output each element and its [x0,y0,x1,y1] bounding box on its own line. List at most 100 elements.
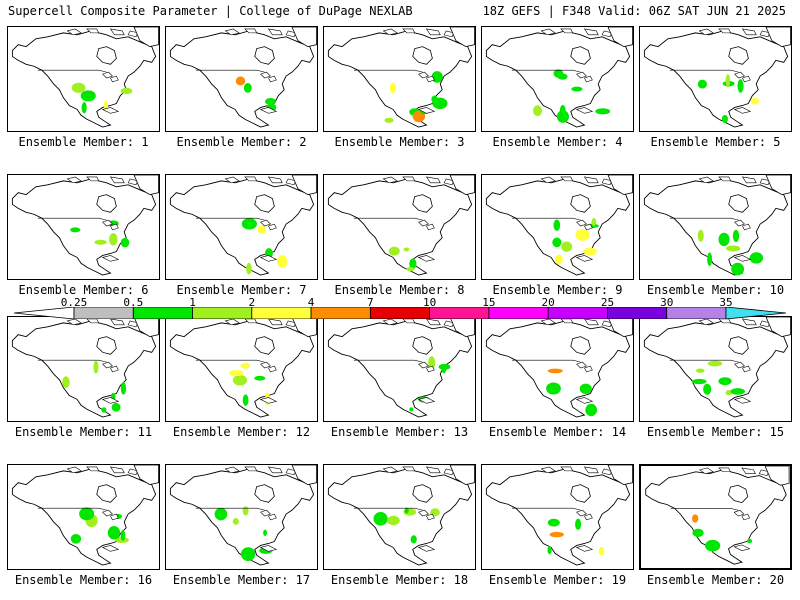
ensemble-member-map[interactable] [7,464,160,570]
model-valid-time: 18Z GEFS | F348 Valid: 06Z SAT JUN 21 20… [482,4,786,18]
ensemble-member-map[interactable] [7,316,160,422]
greenland [133,27,159,48]
ensemble-member-map[interactable] [639,174,792,280]
ensemble-member-map[interactable] [323,316,476,422]
scp-contour-area [718,377,732,386]
coastline [643,30,789,128]
coastline [485,468,631,566]
cuba [575,255,594,262]
scp-contour-area [70,534,82,544]
great-lakes [102,219,119,231]
us-canada-border [669,69,739,73]
ensemble-member-map[interactable] [165,26,318,132]
ensemble-member-label: Ensemble Member: 8 [334,283,465,297]
north-america-map [485,317,633,418]
ensemble-member-label: Ensemble Member: 9 [492,283,623,297]
scp-contour-area [730,388,746,395]
scp-contour-area [725,390,733,396]
ensemble-member-map[interactable] [323,26,476,132]
scp-contour-area [692,528,704,537]
north-america-map [11,465,159,566]
greenland [291,175,317,196]
us-canada-border [353,217,423,221]
great-lakes [418,71,435,83]
scp-contour-area [264,97,276,106]
north-america-map [327,465,475,566]
scp-contour-area [246,262,252,275]
scp-contour-area [387,515,400,526]
ensemble-member-map[interactable] [481,26,634,132]
scp-contour-area [697,79,707,89]
map-title: Supercell Composite Parameter | College … [8,4,413,18]
great-lakes [733,509,751,521]
scp-contour-area [583,247,598,256]
ensemble-member-map[interactable] [165,464,318,570]
scp-contour-area [549,531,564,538]
great-lakes [260,219,277,231]
ensemble-member-map[interactable] [323,464,476,570]
ensemble-member-label: Ensemble Member: 10 [646,283,785,297]
ensemble-member-map[interactable] [639,464,792,570]
arctic-islands [540,28,613,38]
ensemble-member-map[interactable] [7,174,160,280]
colorbar-tick-label: 1 [189,296,196,309]
scp-contour-area [553,219,561,231]
hudson-bay [254,484,275,503]
greenland [607,175,633,196]
us-canada-border [353,359,423,363]
ensemble-member-map[interactable] [481,174,634,280]
ensemble-member-map[interactable] [7,26,160,132]
coastline [327,178,473,276]
north-america-map [643,27,791,128]
hudson-bay [412,336,433,355]
ensemble-member-label: Ensemble Member: 2 [176,135,307,149]
hudson-bay [570,336,591,355]
ensemble-member-map[interactable] [165,316,318,422]
ensemble-member-map[interactable] [481,464,634,570]
scp-contour-area [409,258,417,270]
ensemble-member-map[interactable] [323,174,476,280]
scp-contour-area [546,382,561,395]
north-america-map [327,175,475,276]
scp-contour-area [559,105,566,117]
ensemble-member-map[interactable] [639,316,792,422]
scp-contour-area [109,233,118,246]
greenland [449,465,475,486]
north-america-map [169,317,317,418]
scp-contour-area [552,237,562,248]
north-america-map [645,466,790,565]
arctic-islands [698,176,771,186]
great-lakes [260,509,277,521]
scp-contour-area [81,102,87,114]
scp-contour-area [561,241,573,252]
us-canada-border [195,359,265,363]
scp-contour-area [431,71,443,83]
ensemble-member-map[interactable] [639,26,792,132]
scp-contour-area [120,237,130,248]
ensemble-member-label: Ensemble Member: 17 [172,573,311,587]
scp-contour-area [373,512,388,526]
hudson-bay [254,336,275,355]
great-lakes [418,509,435,521]
colorbar-segment [310,307,371,319]
scp-contour-area [62,376,70,389]
ensemble-member-label: Ensemble Member: 5 [650,135,781,149]
scp-contour-area [704,539,721,552]
arctic-islands [698,28,771,38]
hudson-bay [96,484,117,503]
hudson-bay [570,46,591,65]
scp-contour-area [241,218,257,230]
ensemble-member-label: Ensemble Member: 7 [176,283,307,297]
scp-contour-area [591,218,597,226]
colorbar-tick-label: 35 [719,296,733,309]
hudson-bay [570,484,591,503]
us-canada-border [511,507,581,511]
scp-contour-area [404,507,409,514]
ensemble-member-map[interactable] [165,174,318,280]
scp-contour-area [214,507,228,521]
greenland [765,317,791,338]
ensemble-member-map[interactable] [481,316,634,422]
cuba [733,544,751,551]
scp-contour-area [707,360,723,367]
us-canada-border [195,69,265,73]
